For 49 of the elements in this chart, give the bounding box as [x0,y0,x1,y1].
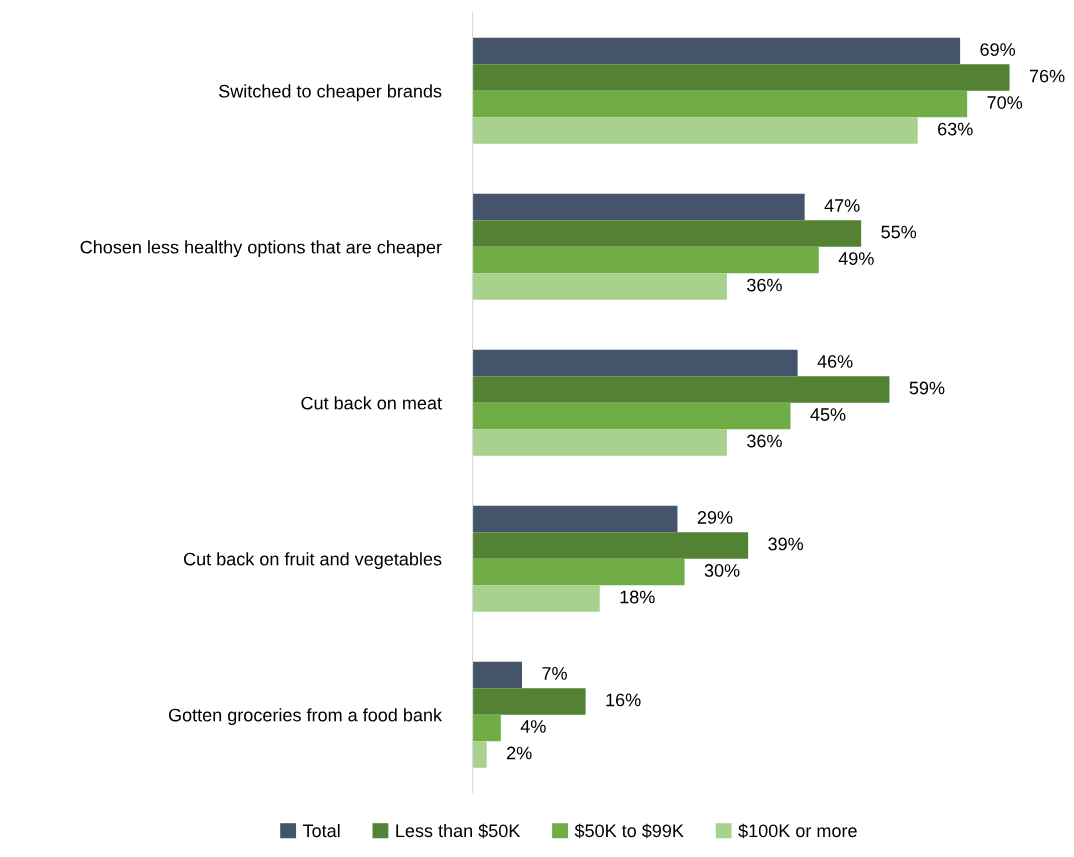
bar [472,64,1010,91]
data-label: 16% [606,693,641,707]
y-tick-label: Switched to cheaper brands [219,84,442,102]
bar [472,661,523,689]
data-label: 2% [507,746,532,760]
data-label: 49% [838,252,874,265]
bar [472,505,678,533]
data-label: 36% [747,434,782,448]
y-tick-label: Chosen less healthy options that are cheaper [80,240,442,258]
data-label: 70% [987,96,1023,109]
data-label: 69% [980,43,1016,56]
bar [472,349,798,377]
bar [472,585,600,612]
legend-label: $50K to $99K [574,823,684,839]
bar [472,429,727,456]
legend-label: $100K or more [738,823,857,839]
data-label: 36% [747,278,782,292]
bar [472,90,968,118]
data-label: 76% [1029,69,1065,83]
data-label: 47% [824,199,860,212]
bar [472,402,791,430]
data-label: 4% [520,720,546,733]
bar [472,714,501,742]
data-label: 46% [817,355,853,368]
legend-label: Total [302,823,340,838]
data-label: 59% [909,381,945,395]
bar [472,117,918,144]
bar [472,376,890,403]
data-label: 45% [810,408,846,421]
data-label: 55% [881,225,917,239]
bar [472,741,487,768]
bar [472,688,586,715]
bar [472,558,685,586]
y-tick-label: Cut back on fruit and vegetables [183,552,442,570]
data-label: 39% [768,537,804,551]
legend-label: Less than $50K [396,823,521,839]
y-tick-label: Cut back on meat [301,396,442,410]
bar [472,193,805,221]
y-tick-label: Gotten groceries from a food bank [168,708,443,726]
bar [472,246,819,274]
data-label: 18% [620,590,655,604]
data-label: 30% [704,564,740,577]
bar [472,37,961,65]
data-label: 29% [697,511,733,524]
data-label: 7% [542,667,567,680]
bar [472,273,727,300]
bar [472,532,749,559]
bar [472,220,862,247]
data-label: 63% [938,122,973,136]
